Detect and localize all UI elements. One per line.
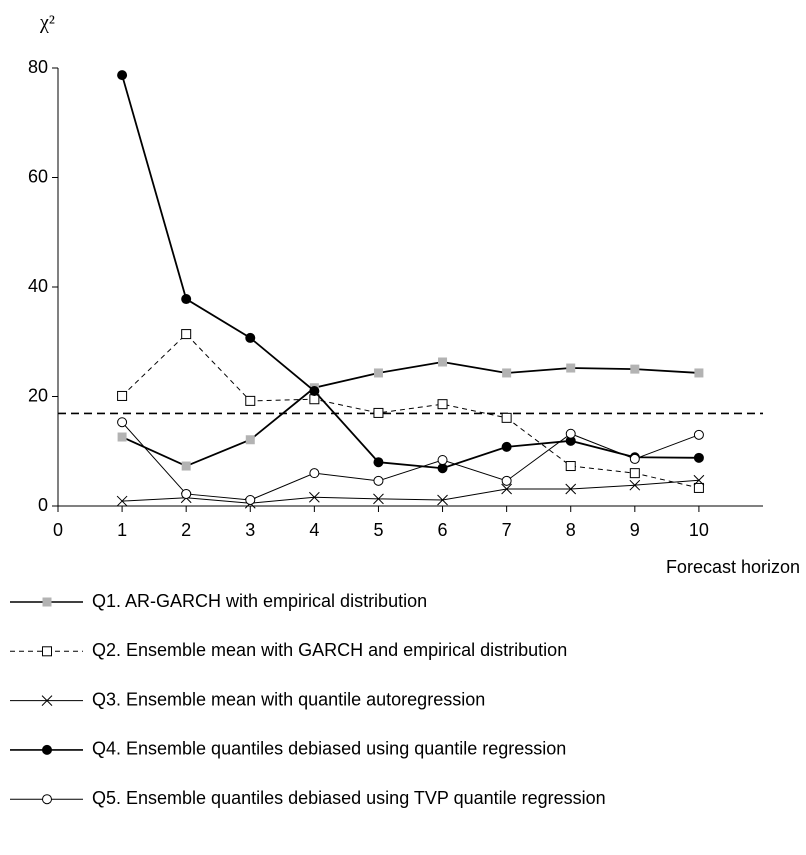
marker xyxy=(181,294,192,305)
marker xyxy=(373,493,384,505)
x-tick-label: 5 xyxy=(373,520,383,540)
legend-marker xyxy=(42,744,52,755)
marker xyxy=(245,435,255,445)
y-tick-label: 40 xyxy=(28,276,48,296)
legend-marker xyxy=(41,695,53,706)
marker xyxy=(565,461,576,472)
marker xyxy=(309,386,320,397)
legend-label: Q3. Ensemble mean with quantile autoregr… xyxy=(92,689,485,709)
x-tick-label: 0 xyxy=(53,520,63,540)
legend-marker xyxy=(42,597,52,607)
marker xyxy=(309,394,320,405)
series-line xyxy=(121,421,700,501)
marker xyxy=(501,412,512,423)
x-tick-label: 10 xyxy=(689,520,709,540)
legend-label: Q5. Ensemble quantiles debiased using TV… xyxy=(92,788,606,808)
marker xyxy=(630,364,640,374)
marker xyxy=(438,357,448,367)
marker xyxy=(181,488,192,499)
x-tick-label: 4 xyxy=(309,520,319,540)
x-tick-label: 2 xyxy=(181,520,191,540)
marker xyxy=(693,452,704,463)
legend-label: Q2. Ensemble mean with GARCH and empiric… xyxy=(92,640,567,660)
marker xyxy=(629,479,641,491)
legend-label: Q4. Ensemble quantiles debiased using qu… xyxy=(92,739,566,759)
marker xyxy=(116,495,128,507)
y-axis-label: χ² xyxy=(39,12,55,34)
series-line xyxy=(122,479,699,504)
marker xyxy=(373,457,384,468)
legend-label: Q1. AR-GARCH with empirical distribution xyxy=(92,591,427,611)
marker xyxy=(117,390,128,401)
x-tick-label: 1 xyxy=(117,520,127,540)
marker xyxy=(309,468,320,479)
marker xyxy=(117,417,128,428)
marker xyxy=(437,494,448,506)
marker xyxy=(373,475,384,486)
marker xyxy=(629,468,640,479)
series-line xyxy=(121,361,699,468)
y-tick-label: 80 xyxy=(28,57,48,77)
x-tick-label: 9 xyxy=(630,520,640,540)
y-tick-label: 20 xyxy=(28,385,48,405)
marker xyxy=(373,368,383,378)
marker xyxy=(693,482,704,493)
marker xyxy=(245,494,256,505)
marker xyxy=(117,70,128,81)
legend-marker xyxy=(42,646,52,657)
marker xyxy=(693,429,704,440)
marker xyxy=(117,432,127,442)
marker xyxy=(565,483,577,495)
marker xyxy=(181,461,191,471)
marker xyxy=(501,475,512,486)
x-tick-label: 7 xyxy=(502,520,512,540)
marker xyxy=(309,491,320,503)
marker xyxy=(245,332,256,343)
marker xyxy=(502,368,512,378)
marker xyxy=(373,407,384,418)
marker xyxy=(629,453,640,464)
marker xyxy=(566,363,576,373)
series-line xyxy=(121,333,700,489)
marker xyxy=(437,455,448,466)
marker xyxy=(181,329,192,340)
marker xyxy=(501,441,512,452)
x-tick-label: 8 xyxy=(566,520,576,540)
marker xyxy=(245,395,256,406)
marker xyxy=(693,474,705,486)
x-tick-label: 3 xyxy=(245,520,255,540)
x-tick-label: 6 xyxy=(438,520,448,540)
legend-marker xyxy=(42,794,52,805)
marker xyxy=(437,463,448,474)
y-tick-label: 60 xyxy=(28,166,48,186)
y-tick-label: 0 xyxy=(38,495,48,515)
series-line xyxy=(121,74,699,470)
marker xyxy=(437,399,448,410)
x-axis-label: Forecast horizon xyxy=(666,557,800,577)
marker xyxy=(565,428,576,439)
marker xyxy=(501,483,512,495)
marker xyxy=(694,368,704,378)
